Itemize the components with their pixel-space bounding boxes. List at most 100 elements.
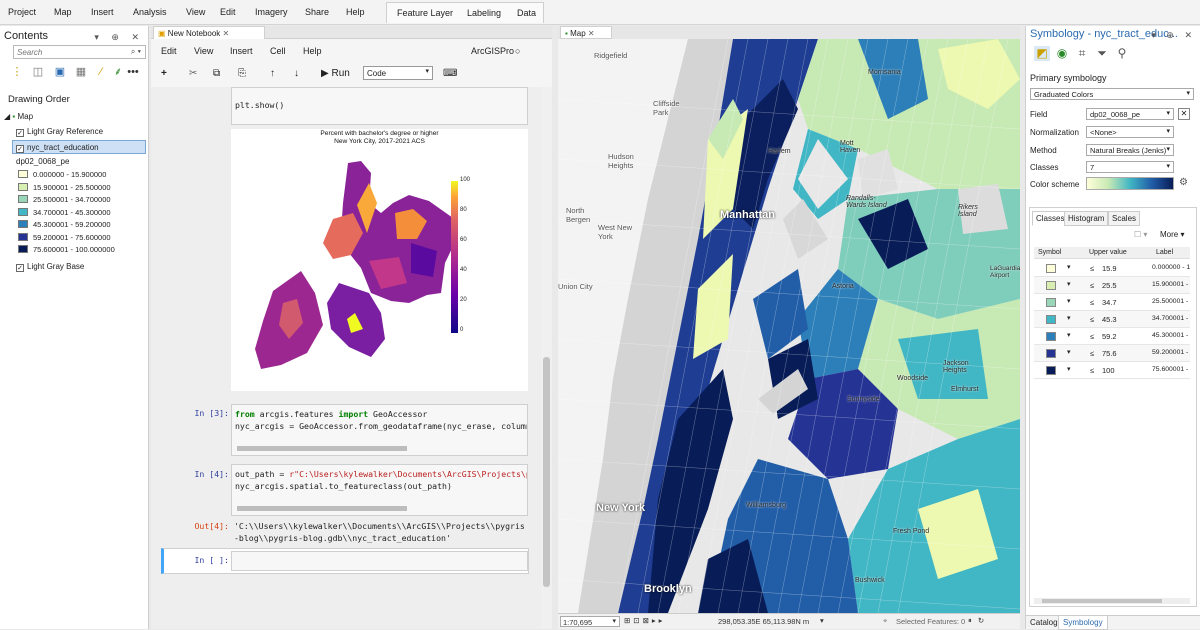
color-scheme-select[interactable] xyxy=(1086,177,1174,190)
expression-icon[interactable]: ✕ xyxy=(1178,108,1190,120)
scroll-thumb[interactable] xyxy=(543,357,550,587)
upper-value[interactable]: 45.3 xyxy=(1102,315,1117,324)
close-icon[interactable]: ✕ xyxy=(222,29,230,38)
method-select[interactable]: Natural Breaks (Jenks) ▾ xyxy=(1086,144,1174,156)
ribbon-tab-data[interactable]: Data xyxy=(517,8,537,18)
selection-icon[interactable]: ▣ xyxy=(54,66,66,78)
class-symbol[interactable] xyxy=(1046,332,1056,341)
legend-swatch[interactable] xyxy=(18,245,28,253)
data-source-icon[interactable]: ◫ xyxy=(32,66,44,78)
nb-menu-edit[interactable]: Edit xyxy=(161,46,177,56)
upper-value[interactable]: 75.6 xyxy=(1102,349,1117,358)
class-symbol[interactable] xyxy=(1046,349,1056,358)
nb-menu-view[interactable]: View xyxy=(194,46,214,56)
ribbon-tab-feature-layer[interactable]: Feature Layer xyxy=(397,8,454,18)
tab-histogram[interactable]: Histogram xyxy=(1064,211,1109,226)
ribbon-tab-edit[interactable]: Edit xyxy=(220,7,236,17)
class-row[interactable]: ▾ ≤100 75.600001 - xyxy=(1034,362,1190,379)
primary-symbology-icon[interactable]: ◩ xyxy=(1034,46,1050,61)
legend-swatch[interactable] xyxy=(18,170,28,178)
upper-value[interactable]: 100 xyxy=(1102,366,1115,375)
class-row[interactable]: ▾ ≤34.7 25.500001 - xyxy=(1034,294,1190,311)
scroll-thumb[interactable] xyxy=(1042,599,1162,603)
checkbox-icon[interactable]: ✓ xyxy=(16,264,24,272)
gear-icon[interactable]: ⚙ xyxy=(1179,177,1188,188)
more-icon[interactable]: ••• xyxy=(127,66,139,78)
class-symbol[interactable] xyxy=(1046,366,1056,375)
nb-menu-cell[interactable]: Cell xyxy=(270,46,286,56)
class-symbol[interactable] xyxy=(1046,281,1056,290)
chevron-down-icon[interactable]: ▾ xyxy=(1067,366,1071,373)
copy-icon[interactable]: ⧉ xyxy=(213,68,221,79)
map-status-icons[interactable]: ⏸ ↻ xyxy=(968,616,987,625)
add-cell-icon[interactable]: + xyxy=(161,68,167,79)
chevron-down-icon[interactable]: ▾ xyxy=(1067,298,1071,305)
class-label[interactable]: 15.900001 - xyxy=(1152,281,1189,288)
scale-select[interactable]: 1:70,695 ▾ xyxy=(560,616,620,627)
labeling-icon[interactable]: ⸙ xyxy=(113,66,123,78)
class-label[interactable]: 34.700001 - xyxy=(1152,315,1189,322)
ribbon-tab-view[interactable]: View xyxy=(186,7,206,17)
legend-swatch[interactable] xyxy=(18,232,28,241)
class-row[interactable]: ▾ ≤59.2 45.300001 - xyxy=(1034,328,1190,345)
code-cell-empty[interactable] xyxy=(231,551,528,571)
coord-dropdown-icon[interactable]: ▾ xyxy=(820,616,824,625)
tab-map[interactable]: ▪ Map ✕ xyxy=(560,26,612,39)
snapping-icon[interactable]: ∕ xyxy=(100,66,102,78)
chevron-down-icon[interactable]: ▾ xyxy=(1067,264,1071,271)
class-label[interactable]: 25.500001 - xyxy=(1152,298,1189,305)
checkbox-icon[interactable]: ✓ xyxy=(16,129,24,137)
tree-map[interactable]: ◢ ▪ Map xyxy=(4,112,33,121)
class-symbol[interactable] xyxy=(1046,264,1056,273)
tab-new-notebook[interactable]: ▣ New Notebook ✕ xyxy=(153,26,265,39)
keyboard-icon[interactable]: ⌨ xyxy=(443,68,458,79)
field-select[interactable]: dp02_0068_pe ▾ xyxy=(1086,108,1174,120)
map-nav-icons[interactable]: ⊞⊡⊠▸▸ xyxy=(624,616,666,625)
pane-controls[interactable]: ▾ ⊕ ✕ xyxy=(1151,30,1196,40)
tab-classes[interactable]: Classes xyxy=(1032,211,1069,226)
paste-icon[interactable]: ⎘ xyxy=(238,68,246,79)
table-scrollbar[interactable] xyxy=(1034,598,1190,604)
close-icon[interactable]: ✕ xyxy=(587,29,595,38)
legend-swatch[interactable] xyxy=(18,220,28,228)
map-canvas[interactable] xyxy=(558,39,1020,613)
class-label[interactable]: 59.200001 - xyxy=(1152,349,1189,356)
class-row[interactable]: ▾ ≤25.5 15.900001 - xyxy=(1034,277,1190,294)
options-icon[interactable]: ☐ ▾ xyxy=(1134,230,1148,239)
tab-catalog[interactable]: Catalog xyxy=(1030,618,1058,627)
horizontal-scrollbar[interactable] xyxy=(237,506,407,511)
ribbon-tab-help[interactable]: Help xyxy=(346,7,365,17)
class-symbol[interactable] xyxy=(1046,315,1056,324)
class-row[interactable]: ▾ ≤45.3 34.700001 - xyxy=(1034,311,1190,328)
contents-search-input[interactable]: Search ⌕ ▾ xyxy=(13,45,146,59)
ribbon-tab-map[interactable]: Map xyxy=(54,7,72,17)
search-icon[interactable]: ⌕ ▾ xyxy=(130,47,141,56)
more-menu[interactable]: More ▾ xyxy=(1160,230,1185,239)
pane-controls[interactable]: ▾ ⊕ ✕ xyxy=(94,32,144,42)
upper-value[interactable]: 25.5 xyxy=(1102,281,1117,290)
nb-menu-help[interactable]: Help xyxy=(303,46,322,56)
collapse-icon[interactable]: ◢ xyxy=(4,112,13,121)
ribbon-tab-share[interactable]: Share xyxy=(305,7,330,17)
class-label[interactable]: 45.300001 - xyxy=(1152,332,1189,339)
symbology-type-select[interactable]: Graduated Colors ▾ xyxy=(1030,88,1194,100)
upper-value[interactable]: 34.7 xyxy=(1102,298,1117,307)
run-button[interactable]: ▶ Run xyxy=(321,68,350,79)
classes-select[interactable]: 7 ▾ xyxy=(1086,161,1174,173)
tab-scales[interactable]: Scales xyxy=(1108,211,1141,226)
normalization-select[interactable]: <None> ▾ xyxy=(1086,126,1174,138)
vary-symbology-icon[interactable]: ◉ xyxy=(1056,46,1068,60)
class-row[interactable]: ▾ ≤75.6 59.200001 - xyxy=(1034,345,1190,362)
class-symbol[interactable] xyxy=(1046,298,1056,307)
checkbox-icon[interactable]: ✓ xyxy=(16,145,24,153)
layer-light-gray-base[interactable]: ✓ Light Gray Base xyxy=(16,262,84,272)
chevron-down-icon[interactable]: ▾ xyxy=(1067,281,1071,288)
layer-nyc-tract-education[interactable]: ✓ nyc_tract_education xyxy=(12,140,146,154)
selection-tool-icon[interactable]: ⌖ xyxy=(883,616,888,625)
symbol-layers-icon[interactable]: ⌗ xyxy=(1078,46,1086,60)
tab-symbology[interactable]: Symbology xyxy=(1058,616,1108,630)
layer-light-gray-reference[interactable]: ✓ Light Gray Reference xyxy=(16,127,103,137)
ribbon-tab-labeling[interactable]: Labeling xyxy=(467,8,502,18)
chevron-down-icon[interactable]: ▾ xyxy=(1067,349,1071,356)
chevron-down-icon[interactable]: ▾ xyxy=(1067,315,1071,322)
